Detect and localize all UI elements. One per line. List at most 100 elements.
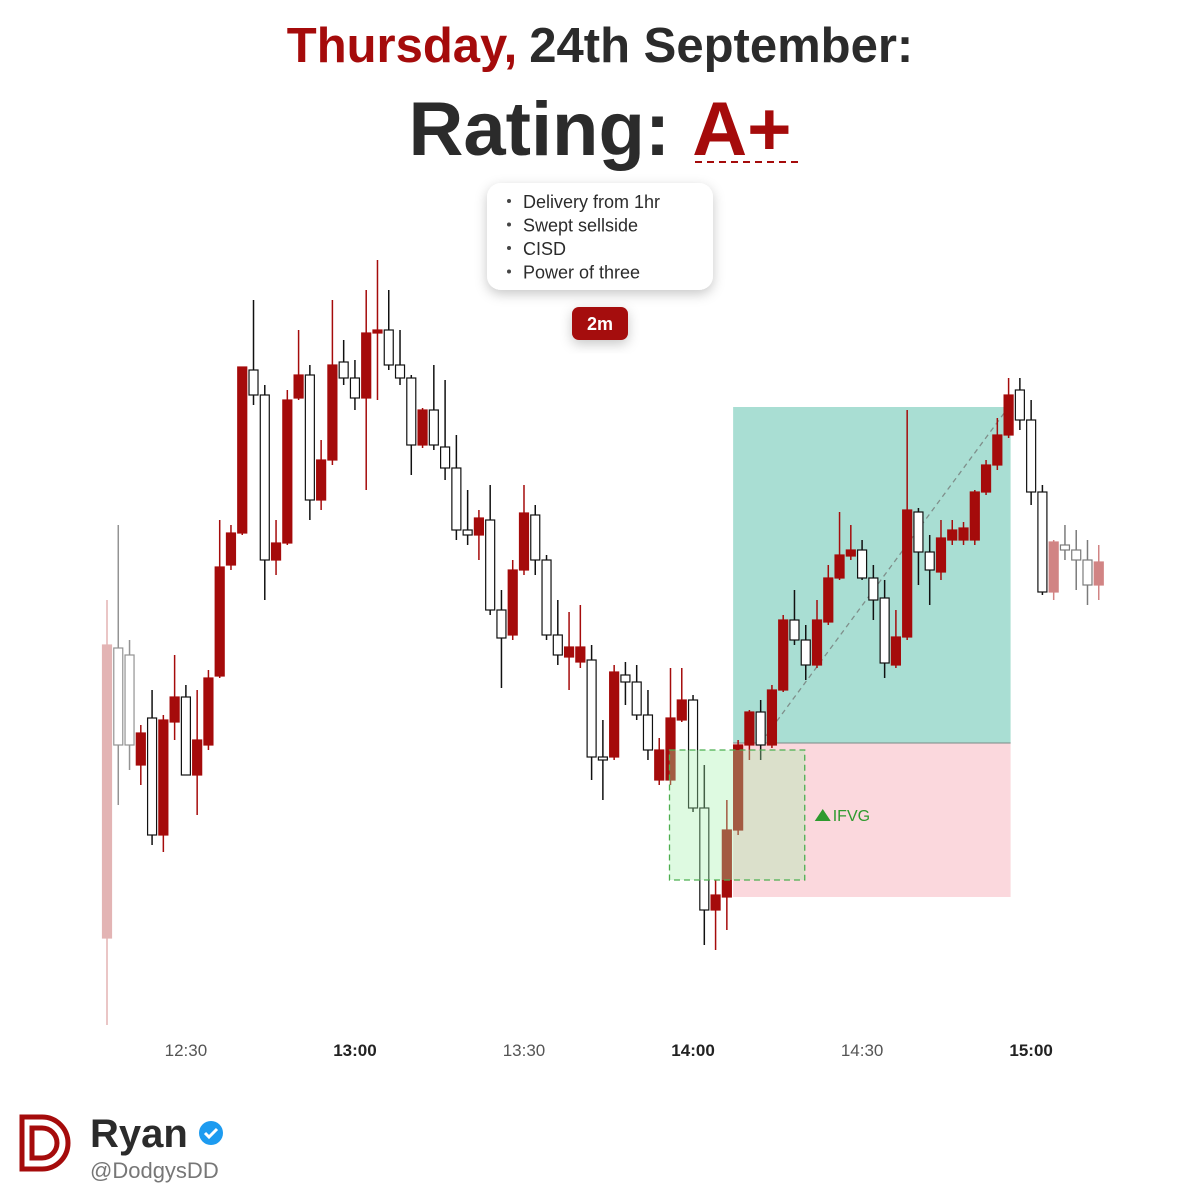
candle [361,290,372,490]
candle-body [958,527,969,541]
candle-body [868,577,879,601]
rating-value: A+ [692,87,791,172]
candle [597,720,608,800]
candle [293,330,304,400]
candle-body [146,717,158,836]
bullet-dot [507,222,511,227]
candle-body [530,514,541,561]
candle [744,710,755,760]
candle-body [192,739,203,776]
candle-body [834,554,845,579]
candle-body [586,659,597,758]
timeframe: 2m [587,314,613,334]
logo [19,1114,71,1172]
candle-body [642,714,654,751]
candle-body [823,577,834,623]
stop-zone [733,743,1011,897]
candle [192,690,203,815]
bullet-list: Delivery from 1hr Swept sellside CISD Power… [507,192,660,283]
candle [1037,485,1048,595]
candle-body [890,636,902,666]
candle [980,460,992,495]
candle [699,765,710,945]
candle-body [169,696,180,723]
candle-body [563,646,575,658]
candle-body [699,807,710,911]
candle-body [552,634,563,656]
candle-body [1003,394,1014,436]
candle-body [304,374,315,501]
candle [259,385,270,600]
candle-body [744,711,755,746]
author-handle: @DodgysDD [90,1158,219,1183]
candle [620,662,631,705]
candle-body [1059,544,1071,551]
candle [845,525,856,560]
candle [552,600,563,665]
candle-body [766,689,778,746]
candle [113,525,124,805]
candle-body [462,529,473,536]
candle [417,408,428,448]
candle [766,685,778,748]
candle [676,668,687,722]
candle-body [135,732,146,766]
candle-body [417,409,428,446]
candle [1003,378,1014,438]
title-date: 24th September: [529,19,913,73]
candle-body [676,699,687,721]
candle [383,290,394,370]
candle-body [282,399,293,544]
candle [530,505,541,575]
candle [733,740,744,835]
candle-body [327,364,338,461]
x-tick-label: 13:30 [503,1041,546,1060]
candle-body [113,647,124,746]
candle [169,655,180,740]
candle-body [293,374,304,399]
x-tick-label: 15:00 [1009,1041,1052,1060]
candle [203,670,214,750]
candle-body [665,717,676,781]
candle [473,510,485,560]
candle-body [394,364,406,379]
candle [338,340,349,385]
candle-body [203,677,214,746]
candle-body [451,467,462,531]
candle [789,590,800,645]
candle-body [541,559,552,636]
candle [1059,525,1071,560]
bullet-dot [507,199,511,203]
candle-body [631,681,642,716]
candle [969,490,980,545]
author-name: Ryan [90,1112,188,1156]
candle [902,410,913,640]
candle-body [180,696,191,776]
candle-body [158,719,169,836]
candle [428,365,439,450]
candle-body [710,894,721,911]
candle [609,665,620,760]
candle-body [902,509,913,638]
candle [1071,530,1082,590]
x-tick-label: 12:30 [165,1041,208,1060]
x-tick-label: 14:30 [841,1041,884,1060]
candle [879,580,890,678]
candle-body [924,551,935,571]
candle-body [1093,561,1104,586]
candle [485,485,496,615]
candle [687,695,699,812]
title-day: Thursday, [287,19,518,73]
rating: Rating: A+ [408,87,791,172]
candle-body [597,756,608,761]
candle-body [428,409,439,446]
candle [507,560,518,640]
candle [451,435,462,540]
candle-body [1014,389,1025,421]
candle [823,565,834,625]
bullet-text: Delivery from 1hr [523,192,660,212]
bullet-dot [507,269,511,274]
ifvg-box [668,749,806,881]
candle [518,485,530,575]
candle-body [778,619,789,691]
